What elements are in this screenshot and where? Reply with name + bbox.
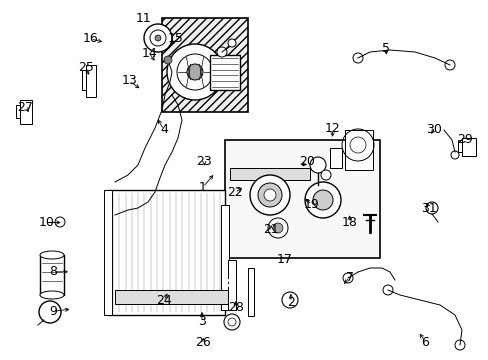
Text: 11: 11 [136,12,151,25]
Bar [329,148,341,168]
Circle shape [267,218,287,238]
Text: 8: 8 [49,265,57,278]
Circle shape [312,190,332,210]
Text: 5: 5 [382,42,389,55]
Text: 16: 16 [82,32,98,45]
Bar [461,138,475,156]
FancyBboxPatch shape [229,168,309,180]
Text: 14: 14 [141,47,157,60]
Text: 20: 20 [299,155,314,168]
Text: 28: 28 [227,301,243,314]
Bar [86,65,96,97]
Circle shape [155,35,161,41]
Bar [224,140,379,258]
Text: 25: 25 [78,61,93,74]
Circle shape [282,292,297,308]
Text: 6: 6 [421,336,428,348]
Circle shape [143,24,172,52]
Text: 22: 22 [226,186,242,199]
Bar [209,55,240,90]
Text: 15: 15 [168,32,183,45]
Bar [345,130,372,170]
Bar [162,18,247,112]
Circle shape [305,182,340,218]
Text: 21: 21 [263,223,279,236]
Text: 12: 12 [324,122,340,135]
Bar [104,190,112,315]
Circle shape [227,39,236,47]
Text: 31: 31 [421,202,436,215]
Circle shape [264,189,275,201]
Bar [40,255,64,295]
Text: 24: 24 [156,294,171,307]
Circle shape [272,223,283,233]
Circle shape [167,44,223,100]
Circle shape [309,157,325,173]
Text: 4: 4 [160,123,167,136]
Circle shape [163,56,172,64]
Text: 2: 2 [286,296,294,309]
Circle shape [55,217,65,227]
Text: 26: 26 [195,336,211,349]
Text: 19: 19 [304,198,319,211]
FancyBboxPatch shape [115,290,235,304]
Circle shape [224,314,240,330]
Ellipse shape [40,251,64,259]
Text: 1: 1 [199,181,206,194]
Bar [20,100,32,124]
Circle shape [320,170,330,180]
Text: 3: 3 [198,315,205,328]
Ellipse shape [40,291,64,299]
Bar [247,268,253,316]
Circle shape [249,175,289,215]
Text: 17: 17 [276,253,292,266]
Text: 23: 23 [196,155,212,168]
Bar [227,260,236,310]
Text: 27: 27 [18,101,33,114]
Text: 9: 9 [49,305,57,318]
Circle shape [258,183,282,207]
Text: 13: 13 [122,75,137,87]
Circle shape [217,47,226,57]
Text: 18: 18 [341,216,357,229]
Bar [108,190,224,315]
Circle shape [186,64,203,80]
Text: 7: 7 [345,271,353,284]
Text: 10: 10 [39,216,54,229]
Text: 29: 29 [456,133,471,146]
Text: 30: 30 [426,123,441,136]
Bar [221,205,228,310]
